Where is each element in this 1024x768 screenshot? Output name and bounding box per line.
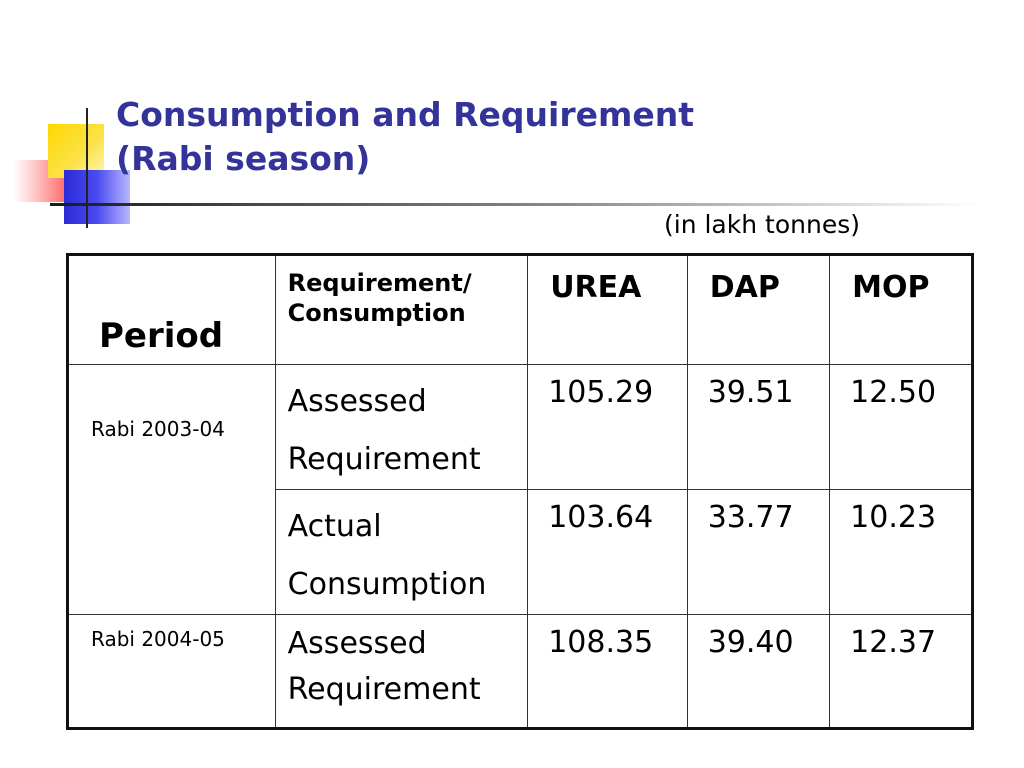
urea-value: 103.64 [527,489,688,615]
table-row: Rabi 2004-05 Assessed Requirement 108.35… [67,614,973,729]
slide-title-line2: (Rabi season) [116,139,371,178]
type-line1: Actual [287,509,382,544]
type-cell: Actual Consumption [274,489,529,615]
mop-value: 12.37 [829,614,973,729]
table-row: Rabi 2003-04 Assessed Requirement 105.29… [67,364,973,615]
table-row: Actual Consumption 103.64 33.77 10.23 [68,489,973,615]
type-line2: Consumption [287,567,487,602]
dap-value: 39.40 [686,614,831,729]
fertilizer-table: Period Requirement/ Consumption UREA DAP… [66,253,974,730]
dap-value: 33.77 [686,489,831,615]
title-underline [50,203,980,206]
decorative-blue-square [64,170,130,224]
header-type-line2: Consumption [287,299,466,327]
period-cell: Rabi 2004-05 [67,614,276,729]
header-dap: DAP [686,254,831,365]
urea-value: 108.35 [527,614,688,729]
header-type-line1: Requirement/ [287,269,472,297]
type-cell: Assessed Requirement [274,614,529,729]
mop-value: 12.50 [829,364,973,490]
decorative-vertical-line [86,108,88,228]
type-line2: Requirement [287,672,481,707]
header-mop: MOP [829,254,973,365]
table-header-row: Period Requirement/ Consumption UREA DAP… [67,254,973,365]
urea-value: 105.29 [527,364,688,490]
type-line1: Assessed [287,384,427,419]
units-note: (in lakh tonnes) [664,210,860,239]
decorative-yellow-square [48,124,104,178]
mop-value: 10.23 [829,489,973,615]
header-requirement-consumption: Requirement/ Consumption [274,254,529,365]
header-urea: UREA [527,254,688,365]
type-cell: Assessed Requirement [274,364,529,490]
header-period: Period [67,254,276,365]
type-line1: Assessed [287,626,427,661]
type-line2: Requirement [287,442,481,477]
slide-title: Consumption and Requirement (Rabi season… [116,93,694,181]
slide-title-line1: Consumption and Requirement [116,95,695,134]
dap-value: 39.51 [686,364,831,490]
period-cell: Rabi 2003-04 [67,364,276,615]
